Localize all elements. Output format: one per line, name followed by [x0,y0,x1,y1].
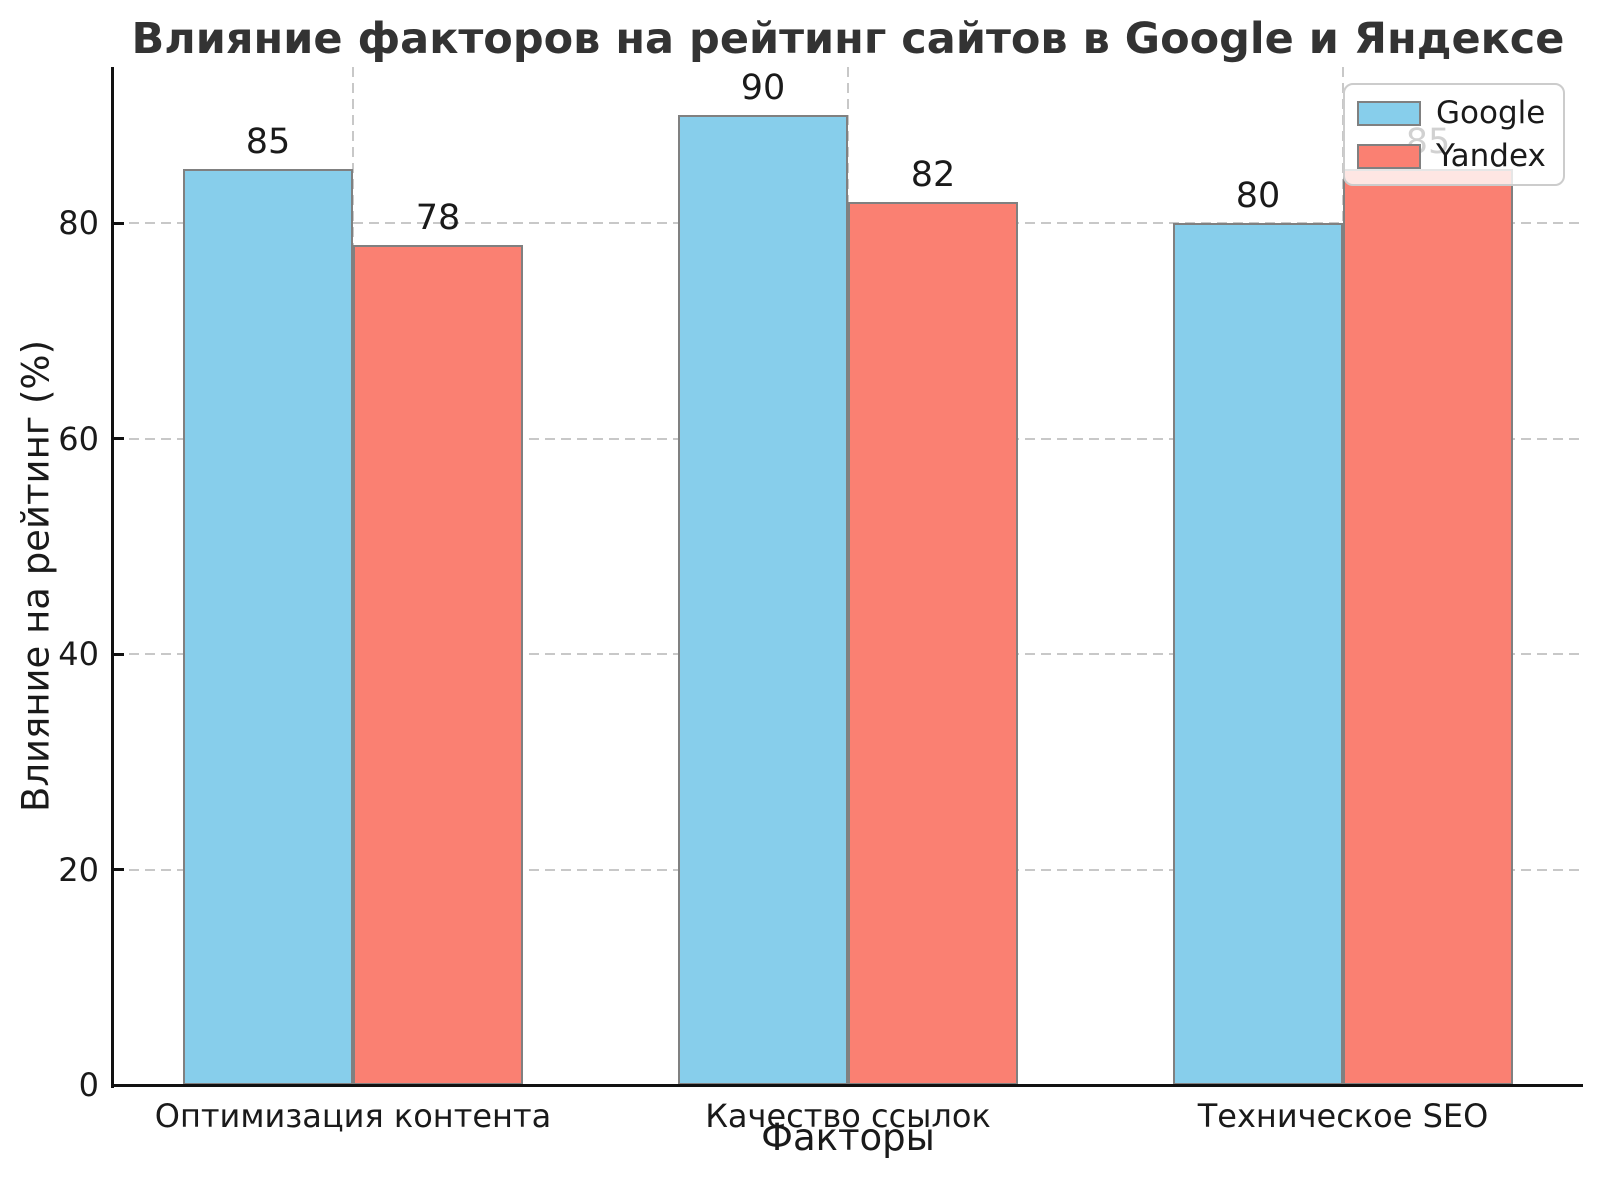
xtick-label-1: Качество ссылок [705,1097,991,1135]
bar-yandex-0 [353,244,523,1085]
xtick-label-2: Техническое SEO [1197,1097,1489,1135]
legend-swatch-yandex [1357,143,1421,169]
ytick-label-20: 20 [58,850,99,889]
ytick-label-80: 80 [58,204,99,243]
legend-item-yandex: Yandex [1357,139,1549,173]
bar-value-yandex-1: 82 [910,154,956,195]
y-axis-spine [111,67,114,1088]
bar-google-1 [678,115,848,1085]
xtick-label-0: Оптимизация контента [154,1097,552,1135]
legend-swatch-google [1357,100,1421,126]
ytick-label-60: 60 [58,419,99,458]
y-axis-label: Влияние на рейтинг (%) [14,339,58,813]
bar-value-google-1: 90 [740,68,786,109]
chart-title: Влияние факторов на рейтинг сайтов в Goo… [131,14,1565,64]
ytick-mark-60 [113,437,124,441]
ytick-mark-80 [113,221,124,225]
bar-yandex-2 [1343,169,1513,1085]
bar-value-google-2: 80 [1235,176,1281,217]
x-axis-label: Факторы [761,1116,935,1159]
bar-value-yandex-0: 78 [415,197,461,238]
legend: Google Yandex [1343,83,1565,186]
ytick-mark-20 [113,868,124,872]
legend-label-google: Google [1436,95,1546,131]
bar-yandex-1 [848,201,1018,1085]
ytick-label-0: 0 [78,1066,99,1104]
x-axis-spine [111,1084,1583,1087]
legend-item-google: Google [1357,96,1549,130]
legend-label-yandex: Yandex [1436,138,1546,174]
bar-value-google-0: 85 [245,122,291,163]
ytick-label-40: 40 [58,635,99,674]
plot-area: 0 20 40 60 80 Оптимизация контента Качество сс… [58,67,1583,1135]
bar-google-0 [183,169,353,1085]
bar-google-2 [1173,223,1343,1085]
ytick-mark-40 [113,652,124,656]
